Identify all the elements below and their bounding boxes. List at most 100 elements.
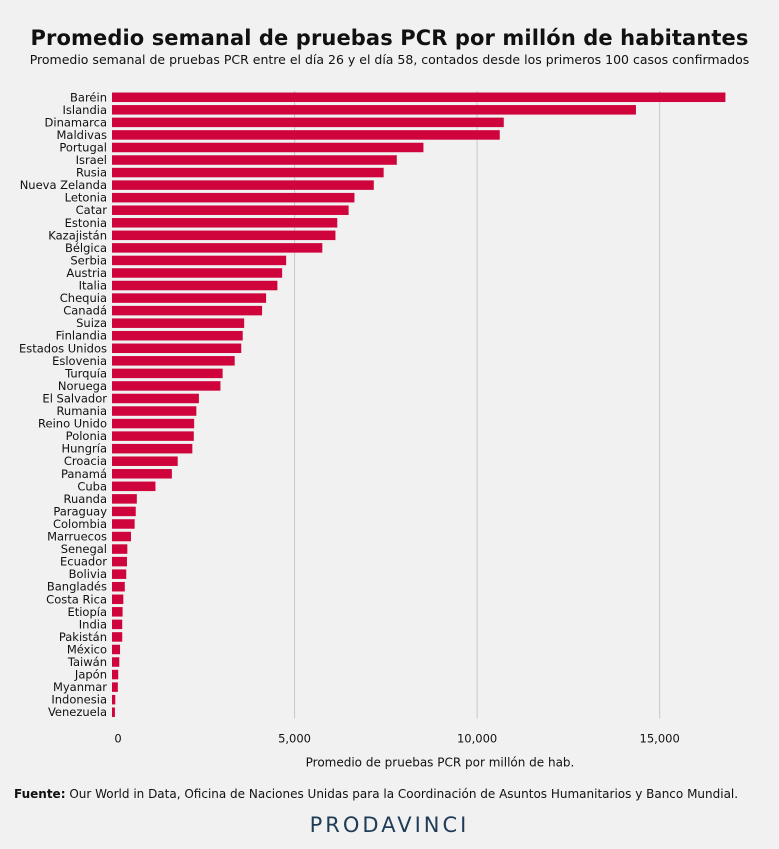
category-label: Rusia — [76, 166, 107, 180]
category-label: Noruega — [58, 379, 107, 393]
bar — [112, 569, 127, 579]
category-label: Pakistán — [59, 630, 107, 644]
bar — [112, 368, 223, 379]
category-label: Bolivia — [69, 567, 107, 581]
bar — [112, 255, 287, 266]
bar — [112, 431, 194, 441]
bar — [112, 167, 384, 178]
bar — [112, 393, 199, 404]
category-label: Paraguay — [53, 504, 107, 518]
x-tick-label: 0 — [114, 732, 121, 746]
bar — [112, 130, 500, 140]
bar — [112, 356, 235, 366]
category-label: Myanmar — [53, 680, 107, 694]
category-label: Eslovenia — [52, 354, 107, 368]
category-label: Catar — [76, 203, 108, 217]
bar — [112, 456, 178, 466]
category-label: Austria — [66, 266, 107, 280]
bar — [112, 443, 193, 454]
x-tick-labels: 0 5,000 10,000 15,000 — [114, 732, 679, 746]
bar — [112, 481, 156, 492]
x-axis-label: Promedio de pruebas PCR por millón de ha… — [306, 756, 575, 770]
category-label: Dinamarca — [45, 115, 107, 129]
bar — [112, 243, 323, 253]
bar — [112, 318, 245, 328]
category-label: Ecuador — [60, 555, 107, 569]
bar — [112, 418, 195, 429]
category-label: Panamá — [61, 467, 107, 481]
bar — [112, 305, 263, 316]
category-label: México — [67, 642, 107, 656]
bar — [112, 594, 124, 605]
bar — [112, 607, 123, 617]
category-label: Bélgica — [65, 241, 107, 255]
category-label: Marruecos — [47, 530, 107, 544]
bar — [112, 155, 397, 165]
category-label: Serbia — [70, 253, 107, 267]
x-tick-label: 10,000 — [457, 732, 497, 746]
bar — [112, 192, 355, 203]
category-label: India — [79, 617, 107, 631]
bar — [112, 619, 123, 630]
category-label: Islandia — [63, 103, 107, 117]
bar — [112, 230, 336, 241]
category-label: Costa Rica — [46, 592, 107, 606]
category-label: Venezuela — [48, 705, 107, 719]
x-tick-label: 15,000 — [640, 732, 680, 746]
category-label: Chequia — [60, 291, 107, 305]
bar — [112, 406, 197, 416]
category-label: Hungría — [62, 442, 108, 456]
category-label: Portugal — [59, 140, 107, 154]
bar — [112, 506, 136, 517]
bar — [112, 268, 283, 278]
bar — [112, 205, 349, 215]
bar — [112, 519, 135, 529]
bar — [112, 657, 120, 667]
bar — [112, 644, 121, 655]
x-tick-label: 5,000 — [278, 732, 311, 746]
bar — [112, 218, 338, 228]
bar — [112, 556, 127, 567]
category-label: Japón — [74, 668, 107, 682]
category-label: Canadá — [63, 304, 107, 318]
bar — [112, 117, 504, 128]
category-labels: BaréinIslandiaDinamarcaMaldivasPortugalI… — [19, 90, 107, 719]
source-label: Fuente: — [14, 787, 66, 801]
bar — [112, 92, 726, 103]
category-label: Estados Unidos — [19, 341, 107, 355]
chart-title: Promedio semanal de pruebas PCR por mill… — [30, 26, 749, 50]
bar — [112, 494, 137, 504]
category-label: Kazajistán — [48, 228, 107, 242]
bar — [112, 682, 118, 692]
bar-chart: BaréinIslandiaDinamarcaMaldivasPortugalI… — [19, 90, 726, 770]
category-label: Suiza — [76, 316, 107, 330]
bar — [112, 707, 115, 717]
bar — [112, 330, 243, 341]
category-label: Nueva Zelanda — [20, 178, 107, 192]
bar — [112, 280, 278, 291]
category-label: Taiwán — [67, 655, 107, 669]
bar — [112, 632, 123, 642]
category-label: Ruanda — [64, 492, 107, 506]
category-label: El Salvador — [42, 391, 107, 405]
category-label: Letonia — [65, 191, 107, 205]
source-text: Our World in Data, Oficina de Naciones U… — [65, 787, 739, 801]
category-label: Polonia — [66, 429, 107, 443]
chart-subtitle: Promedio semanal de pruebas PCR entre el… — [29, 52, 750, 67]
category-label: Turquía — [64, 366, 107, 380]
bar — [112, 180, 374, 190]
brand-logo: PRODAVINCI — [309, 813, 470, 837]
bar — [112, 581, 125, 592]
bar — [112, 381, 221, 391]
bar — [112, 469, 172, 479]
category-label: Italia — [79, 279, 107, 293]
category-label: Indonesia — [51, 693, 107, 707]
category-label: Cuba — [77, 479, 107, 493]
bar — [112, 293, 267, 303]
bar — [112, 142, 424, 153]
category-label: Etiopía — [67, 605, 107, 619]
category-label: Reino Unido — [38, 417, 107, 431]
bar — [112, 694, 116, 705]
category-label: Finlandia — [56, 329, 107, 343]
source-note: Fuente: Our World in Data, Oficina de Na… — [14, 787, 774, 801]
